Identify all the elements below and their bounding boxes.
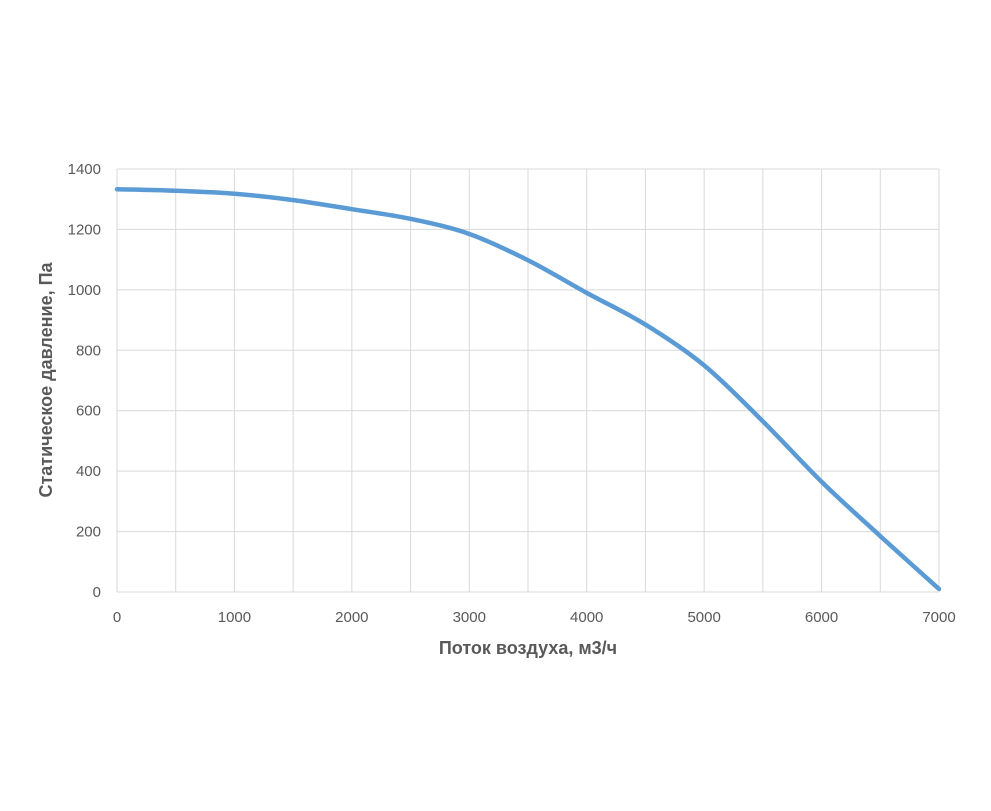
y-tick-label: 200 (76, 524, 101, 541)
x-axis-ticks: 0 1000 2000 3000 4000 5000 6000 7000 (113, 609, 956, 626)
x-tick-label: 0 (113, 609, 121, 626)
y-tick-label: 800 (76, 342, 101, 359)
y-tick-label: 1400 (68, 161, 101, 178)
x-tick-label: 5000 (687, 609, 720, 626)
x-tick-label: 1000 (218, 609, 251, 626)
y-tick-label: 1000 (68, 282, 101, 299)
x-tick-label: 6000 (805, 609, 838, 626)
y-axis-title: Статическое давление, Па (36, 261, 56, 497)
y-axis-ticks: 0 200 400 600 800 1000 1200 1400 (68, 161, 101, 601)
y-tick-label: 400 (76, 463, 101, 480)
x-tick-label: 2000 (335, 609, 368, 626)
y-tick-label: 0 (93, 584, 101, 601)
y-tick-label: 1200 (68, 221, 101, 238)
x-axis-title: Поток воздуха, м3/ч (439, 638, 617, 658)
y-tick-label: 600 (76, 403, 101, 420)
series-layer (114, 186, 942, 592)
x-tick-label: 7000 (922, 609, 955, 626)
x-tick-label: 4000 (570, 609, 603, 626)
grid (116, 168, 940, 593)
x-tick-label: 3000 (453, 609, 486, 626)
pressure-curve-line (114, 186, 942, 592)
